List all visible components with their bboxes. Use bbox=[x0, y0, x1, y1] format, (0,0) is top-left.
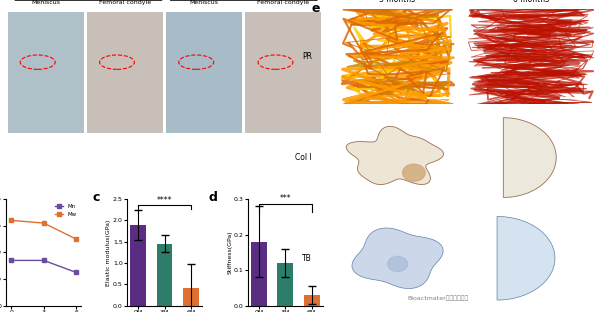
Bar bbox=[251, 242, 267, 306]
Polygon shape bbox=[497, 217, 555, 300]
FancyBboxPatch shape bbox=[245, 72, 322, 75]
Text: TB: TB bbox=[302, 254, 312, 263]
FancyBboxPatch shape bbox=[245, 12, 322, 133]
Y-axis label: Elastic modulus(GPa): Elastic modulus(GPa) bbox=[106, 219, 112, 285]
Mn bbox=[40, 259, 47, 262]
Circle shape bbox=[403, 164, 425, 181]
Mn bbox=[73, 271, 80, 274]
Text: d: d bbox=[208, 191, 217, 203]
Y-axis label: Stiffness(GPa): Stiffness(GPa) bbox=[227, 231, 232, 274]
Bar bbox=[304, 295, 320, 306]
Text: Meniscus: Meniscus bbox=[31, 0, 60, 5]
FancyBboxPatch shape bbox=[8, 12, 83, 133]
Text: 6 months: 6 months bbox=[513, 0, 549, 4]
Mw bbox=[73, 237, 80, 241]
Circle shape bbox=[379, 48, 396, 61]
Text: ****: **** bbox=[157, 196, 172, 205]
Text: Bioactmater生物活性材料: Bioactmater生物活性材料 bbox=[407, 295, 469, 300]
Line: Mw: Mw bbox=[10, 218, 78, 241]
FancyBboxPatch shape bbox=[166, 12, 242, 133]
Text: Meniscus: Meniscus bbox=[190, 0, 218, 5]
Text: e: e bbox=[312, 2, 320, 15]
Text: c: c bbox=[93, 191, 100, 203]
Circle shape bbox=[388, 256, 407, 271]
Bar bbox=[157, 244, 172, 306]
Bar bbox=[130, 225, 146, 306]
Polygon shape bbox=[346, 126, 443, 184]
Text: ***: *** bbox=[280, 194, 291, 203]
FancyBboxPatch shape bbox=[8, 72, 83, 75]
FancyBboxPatch shape bbox=[87, 12, 163, 133]
Polygon shape bbox=[503, 118, 556, 197]
Text: Femoral condyle: Femoral condyle bbox=[257, 0, 310, 5]
Bar bbox=[277, 263, 293, 306]
Mw bbox=[8, 218, 15, 222]
Text: 3 months: 3 months bbox=[379, 0, 416, 4]
Line: Mn: Mn bbox=[10, 258, 78, 275]
Text: Femoral condyle: Femoral condyle bbox=[99, 0, 151, 5]
Legend: Mn, Mw: Mn, Mw bbox=[52, 202, 79, 219]
Bar bbox=[183, 288, 199, 306]
Text: PR: PR bbox=[302, 52, 312, 61]
Mw bbox=[40, 221, 47, 225]
FancyBboxPatch shape bbox=[87, 72, 163, 75]
Text: Col I: Col I bbox=[295, 153, 312, 162]
Polygon shape bbox=[352, 228, 443, 289]
FancyBboxPatch shape bbox=[166, 72, 242, 75]
Mn bbox=[8, 259, 15, 262]
